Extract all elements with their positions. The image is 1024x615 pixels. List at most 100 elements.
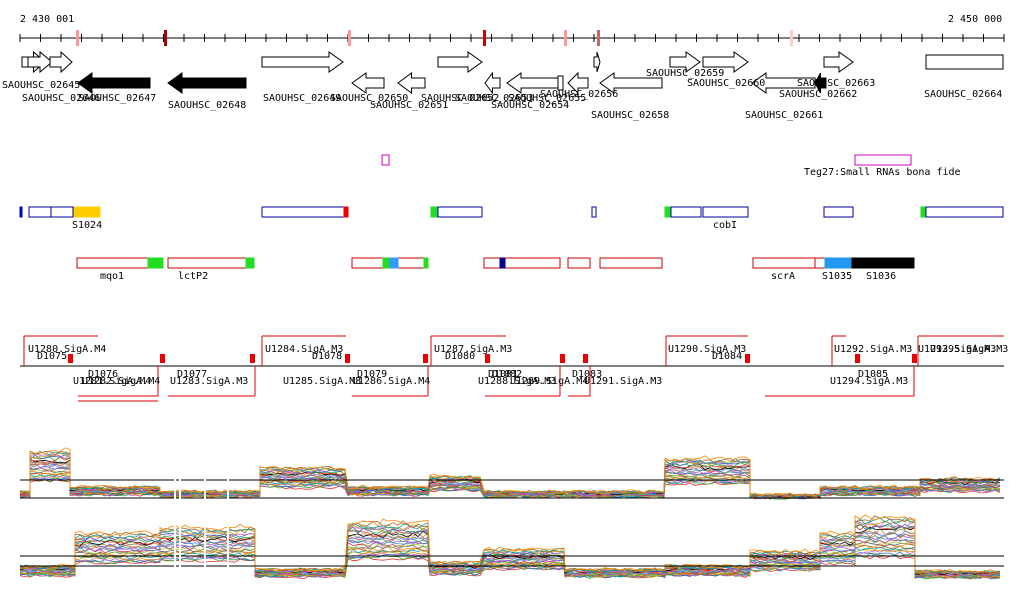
gene-arrow [261,51,344,73]
promoter-label: U1288.SigA.M3 [478,376,556,387]
track-a-box [591,206,597,218]
track-a-box [343,206,349,218]
gene-arrow [814,72,827,94]
promoter-label: U1284.SigA.M3 [265,344,343,355]
promoter-flag [485,354,490,363]
srna-label: Teg27:Small RNAs bona fide [804,167,961,178]
gene-arrow [77,72,151,94]
srna-box [854,154,912,166]
promoter-flag [250,354,255,363]
promoter-label: U1293.SigA.M3 [918,344,996,355]
gene-arrow [49,50,73,74]
track-b-box [499,257,506,269]
gene-label: SAOUHSC_02655 [508,93,586,104]
track-b-box [752,257,826,269]
scale-label: 2 430 001 [20,14,74,25]
track-a-label: S1024 [72,220,102,231]
promoter-flag [160,354,165,363]
gene-label: SAOUHSC_02654 [491,100,569,111]
gene-arrow [599,72,663,94]
scale-marker [76,30,79,46]
gene-label: SAOUHSC_02659 [646,68,724,79]
gene-arrow [397,72,426,94]
promoter-label: U1280.SigA.M4 [28,344,106,355]
gene-arrow [506,72,559,94]
expression-line [19,517,1001,574]
track-b-box [824,257,853,269]
promoter-label: U1294.SigA.M3 [830,376,908,387]
track-b-box [245,257,255,269]
gene-arrow [751,72,816,94]
gene-arrow [484,71,501,95]
promoter-flag [560,354,565,363]
scale-marker [348,30,351,46]
srna-box [381,154,390,166]
gene-label: SAOUHSC_02648 [168,100,246,111]
promoter-label: D1077 [177,369,207,380]
promoter-label: U1282.SigA.M4 [82,376,160,387]
scale-marker [164,30,167,46]
track-b-box [483,257,561,269]
promoter-flag [345,354,350,363]
track-a-box [925,206,1004,218]
promoter-label: D1076 [88,369,118,380]
promoter-label: D1084 [712,351,742,362]
gene-label: SAOUHSC_02649 [263,93,341,104]
track-b-label: lctP2 [178,271,208,282]
promoter-label: U1285.SigA.M3 [283,376,361,387]
gene-label: SAOUHSC_02661 [745,110,823,121]
track-b-box [814,257,826,269]
promoter-label: D1079 [357,369,387,380]
expression-line [19,551,1001,579]
gene-arrow [557,75,564,91]
track-b-box [423,257,429,269]
gene-label: SAOUHSC_02658 [591,110,669,121]
gene-label: SAOUHSC_02652 [421,93,499,104]
expression-line [19,514,1001,574]
gene-label: SAOUHSC_02651 [370,100,448,111]
promoter-flag [423,354,428,363]
gene-label: SAOUHSC_02660 [687,78,765,89]
promoter-label: U1286.SigA.M4 [352,376,430,387]
track-b-label: mqo1 [100,271,124,282]
promoter-label: D1078 [312,351,342,362]
track-a-box [73,206,101,218]
promoter-label: D1081 [488,369,518,380]
gene-arrow [925,54,1004,70]
track-a-label: cobI [713,220,737,231]
gene-arrow [351,72,385,94]
gene-label: SAOUHSC_02647 [78,93,156,104]
track-b-box [389,257,399,269]
promoter-label: U1287.SigA.M3 [434,344,512,355]
track-b-label: S1035 [822,271,852,282]
gene-arrow [167,72,247,94]
promoter-label: U1295.SigA.M3 [930,344,1008,355]
track-a-box [261,206,349,218]
track-b-label: S1036 [866,271,896,282]
track-a-box [702,206,749,218]
track-b-box [851,257,915,269]
gene-arrow [593,51,601,73]
gene-label: SAOUHSC_02653 [455,93,533,104]
promoter-label: U1292.SigA.M3 [834,344,912,355]
track-a-box [670,206,702,218]
promoter-label: U1289.SigA.M4 [510,376,588,387]
track-b-box [167,257,255,269]
promoter-flag [912,354,917,363]
promoter-flag [583,354,588,363]
scale-marker [597,30,600,46]
gene-label: SAOUHSC_02656 [540,89,618,100]
promoter-label: U1290.SigA.M3 [668,344,746,355]
expression-line [19,524,1001,576]
gene-label: SAOUHSC_02664 [924,89,1002,100]
promoter-flag [68,354,73,363]
track-a-box [437,206,483,218]
promoter-label: D1085 [858,369,888,380]
track-a-box [664,206,672,218]
promoter-label: U1291.SigA.M3 [584,376,662,387]
expression-line [19,519,1001,574]
gene-label: SAOUHSC_02645 [2,80,80,91]
scale-label: 2 450 000 [948,14,1002,25]
gene-label: SAOUHSC_02663 [797,78,875,89]
